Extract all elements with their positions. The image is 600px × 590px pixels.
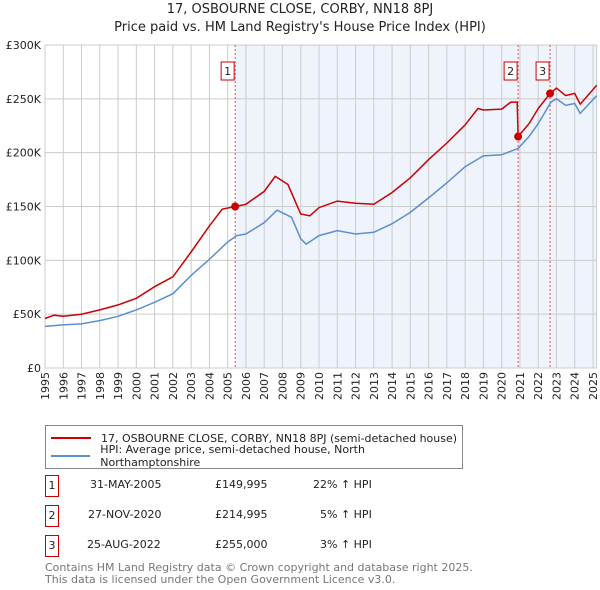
x-tick-label: 2025 — [587, 372, 600, 400]
attribution-line: This data is licensed under the Open Gov… — [45, 573, 396, 586]
x-tick-label: 2024 — [569, 372, 582, 400]
sale-label-box — [220, 61, 235, 81]
x-tick-label: 2000 — [130, 372, 143, 400]
x-tick-label: 2002 — [167, 372, 180, 400]
x-tick-label: 2011 — [331, 372, 344, 400]
legend: 17, OSBOURNE CLOSE, CORBY, NN18 8PJ (sem… — [45, 425, 463, 469]
x-tick-label: 2018 — [459, 372, 472, 400]
sale-row: 1 31-MAY-2005 £149,995 22% ↑ HPI — [45, 475, 445, 497]
plot-frame — [44, 44, 598, 369]
x-tick-label: 2020 — [496, 372, 509, 400]
x-tick-label: 2023 — [550, 372, 563, 400]
sale-point — [546, 89, 555, 98]
legend-label: HPI: Average price, semi-detached house,… — [100, 443, 365, 469]
x-tick-label: 2014 — [386, 372, 399, 400]
sale-date: 31-MAY-2005 — [90, 478, 162, 491]
sale-row: 2 27-NOV-2020 £214,995 5% ↑ HPI — [45, 505, 445, 527]
x-tick-label: 2013 — [368, 372, 381, 400]
sale-label-box — [535, 61, 550, 81]
legend-label: 17, OSBOURNE CLOSE, CORBY, NN18 8PJ (sem… — [101, 431, 458, 445]
y-tick-label: £250K — [6, 93, 42, 106]
sale-label-box — [503, 61, 518, 81]
x-tick-label: 1995 — [39, 372, 52, 400]
sale-date: 27-NOV-2020 — [88, 508, 162, 521]
x-tick-label: 2007 — [258, 372, 271, 400]
sale-date: 25-AUG-2022 — [87, 538, 161, 551]
sale-point — [514, 132, 523, 141]
x-tick-label: 1999 — [112, 372, 125, 400]
x-tick-label: 2022 — [532, 372, 545, 400]
property-price-line — [44, 84, 598, 320]
chart-subtitle: Price paid vs. HM Land Registry's House … — [114, 20, 486, 35]
legend-item-property: 17, OSBOURNE CLOSE, CORBY, NN18 8PJ (sem… — [51, 430, 457, 446]
legend-item-hpi: HPI: Average price, semi-detached house,… — [51, 443, 462, 469]
y-tick-label: £300K — [6, 39, 42, 52]
hpi-line — [44, 95, 598, 328]
attribution-line: Contains HM Land Registry data © Crown c… — [45, 561, 473, 574]
x-tick-label: 2009 — [295, 372, 308, 400]
x-tick-label: 1998 — [94, 372, 107, 400]
x-tick-label: 1996 — [57, 372, 70, 400]
x-tick-label: 2005 — [222, 372, 235, 400]
red-line-swatch — [51, 437, 91, 439]
sale-price: £149,995 — [215, 478, 268, 491]
x-tick-label: 2017 — [441, 372, 454, 400]
sale-price: £214,995 — [215, 508, 268, 521]
y-tick-label: £150K — [6, 201, 42, 214]
x-tick-label: 2012 — [350, 372, 363, 400]
x-tick-label: 2003 — [185, 372, 198, 400]
y-tick-label: £0 — [27, 362, 41, 375]
sale-row: 3 25-AUG-2022 £255,000 3% ↑ HPI — [45, 535, 445, 557]
x-tick-label: 1997 — [76, 372, 89, 400]
y-tick-label: £200K — [6, 147, 42, 160]
sale-hpi-diff: 5% ↑ HPI — [320, 508, 372, 521]
sale-hpi-diff: 3% ↑ HPI — [320, 538, 372, 551]
sale-number: 3 — [45, 535, 59, 557]
x-tick-label: 2006 — [240, 372, 253, 400]
sale-number: 2 — [45, 505, 59, 527]
x-tick-label: 2019 — [477, 372, 490, 400]
price-chart: 1995 1996 1997 1998 1999 2000 2001 2002 2003 2004… — [6, 39, 600, 400]
sale-label: 3 — [539, 65, 546, 78]
sale-number: 1 — [45, 475, 59, 497]
x-tick-label: 2001 — [149, 372, 162, 400]
sale-point — [231, 202, 240, 211]
x-tick-label: 2015 — [404, 372, 417, 400]
x-tick-label: 2004 — [203, 372, 216, 400]
blue-line-swatch — [51, 455, 91, 457]
chart-title: 17, OSBOURNE CLOSE, CORBY, NN18 8PJ — [166, 2, 434, 17]
x-tick-label: 2016 — [423, 372, 436, 400]
y-tick-label: £50K — [13, 308, 42, 321]
x-tick-label: 2008 — [276, 372, 289, 400]
sale-hpi-diff: 22% ↑ HPI — [313, 478, 372, 491]
sale-price: £255,000 — [215, 538, 268, 551]
x-tick-label: 2010 — [313, 372, 326, 400]
y-tick-label: £100K — [6, 254, 42, 267]
attribution: Contains HM Land Registry data © Crown c… — [45, 562, 473, 586]
sale-label: 2 — [507, 65, 514, 78]
x-tick-label: 2021 — [514, 372, 527, 400]
sale-label: 1 — [224, 65, 231, 78]
